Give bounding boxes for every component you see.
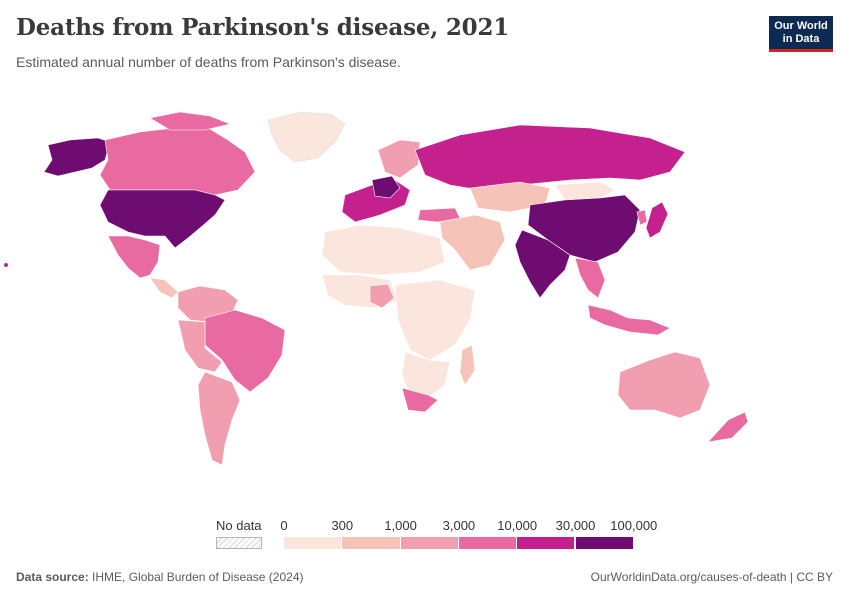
region-mongolia[interactable] — [554, 181, 616, 201]
legend-tick-label: 3,000 — [442, 518, 476, 533]
region-alaska[interactable] — [43, 137, 111, 177]
logo-line-2: in Data — [782, 33, 820, 45]
region-canada-islands[interactable] — [149, 111, 231, 131]
legend-tick-label: 300 — [331, 518, 354, 533]
region-united-states[interactable] — [99, 189, 226, 249]
legend-tick-label: 1,000 — [384, 518, 417, 533]
legend-tick-label: 10,000 — [497, 518, 538, 533]
chart-title: Deaths from Parkinson's disease, 2021 — [16, 14, 510, 41]
region-india[interactable] — [514, 229, 571, 299]
region-greenland[interactable] — [267, 111, 346, 163]
region-new-zealand[interactable] — [707, 411, 749, 443]
legend-bin[interactable] — [575, 537, 634, 549]
region-germany[interactable] — [371, 175, 401, 199]
region-scandinavia[interactable] — [377, 139, 421, 179]
footer-source: Data source: IHME, Global Burden of Dise… — [16, 570, 303, 584]
region-madagascar[interactable] — [459, 344, 476, 386]
legend-bin[interactable] — [458, 537, 518, 549]
region-brazil[interactable] — [204, 309, 286, 393]
region-south-africa[interactable] — [401, 387, 439, 413]
source-label: Data source: — [16, 570, 89, 584]
legend-bin[interactable] — [342, 537, 401, 549]
legend-tick-label: 0 — [280, 518, 288, 533]
chart-subtitle: Estimated annual number of deaths from P… — [16, 54, 401, 70]
legend-no-data-swatch — [216, 537, 262, 549]
legend-no-data-label: No data — [216, 518, 262, 533]
logo-line-1: Our World — [774, 20, 828, 32]
region-peru-bolivia[interactable] — [177, 319, 223, 373]
region-canada[interactable] — [99, 125, 256, 196]
region-central-africa[interactable] — [394, 279, 476, 361]
region-australia[interactable] — [617, 351, 711, 419]
region-mexico[interactable] — [107, 235, 161, 279]
world-map[interactable] — [0, 100, 850, 510]
region-turkey[interactable] — [417, 207, 461, 223]
region-indonesia[interactable] — [587, 304, 671, 336]
legend-bin[interactable] — [400, 537, 459, 549]
legend-tick-label: 30,000 — [555, 518, 596, 533]
region-japan[interactable] — [645, 201, 669, 239]
region-russia[interactable] — [414, 124, 686, 191]
region-north-africa[interactable] — [321, 224, 446, 276]
footer-url[interactable]: OurWorldinData.org/causes-of-death | CC … — [590, 570, 833, 584]
legend-bin[interactable] — [517, 537, 576, 549]
region-middle-east[interactable] — [439, 214, 506, 271]
region-nigeria[interactable] — [369, 283, 395, 309]
region-southeast-asia[interactable] — [574, 257, 606, 299]
legend-bin[interactable] — [284, 537, 343, 549]
region-argentina[interactable] — [197, 371, 241, 466]
region-hawaii[interactable] — [4, 263, 8, 267]
owid-logo[interactable]: Our World in Data — [769, 16, 833, 52]
region-southern-africa[interactable] — [401, 351, 451, 401]
region-central-america[interactable] — [149, 277, 179, 299]
legend-tick-label: 100,000 — [610, 518, 658, 533]
region-korea[interactable] — [636, 209, 648, 226]
source-text: IHME, Global Burden of Disease (2024) — [92, 570, 304, 584]
